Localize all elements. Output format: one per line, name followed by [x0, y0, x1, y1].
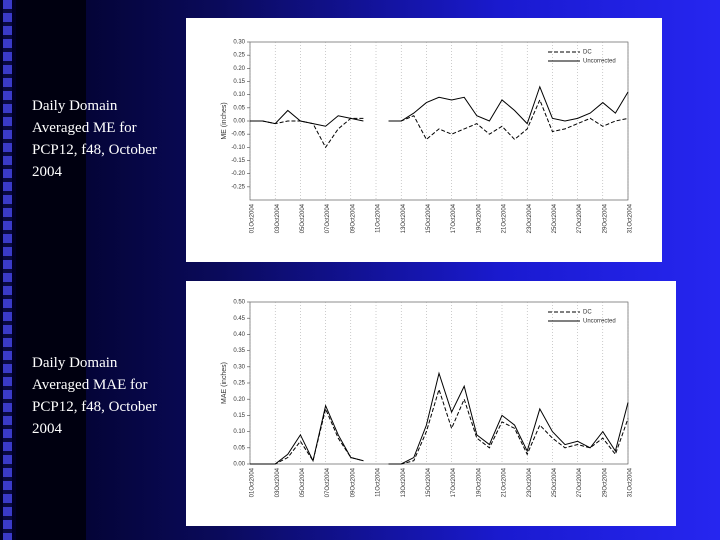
- y-tick-label: 0.20: [233, 66, 245, 72]
- y-tick-label: 0.20: [233, 397, 245, 403]
- y-tick-label: -0.25: [231, 184, 245, 190]
- x-tick-label: 13Oct2004: [401, 467, 407, 497]
- x-tick-label: 01Oct2004: [250, 203, 256, 233]
- x-tick-label: 31Oct2004: [628, 467, 634, 497]
- x-tick-label: 09Oct2004: [350, 467, 356, 497]
- x-tick-label: 07Oct2004: [325, 203, 331, 233]
- y-tick-label: 0.00: [233, 119, 245, 125]
- y-tick-label: 0.30: [233, 364, 245, 370]
- x-tick-label: 29Oct2004: [602, 203, 608, 233]
- y-tick-label: 0.50: [233, 300, 245, 306]
- y-tick-label: 0.10: [233, 429, 245, 435]
- legend-label: Uncorrected: [583, 319, 616, 325]
- legend-label: DC: [583, 310, 592, 316]
- y-axis-label: MAE (inches): [221, 362, 228, 404]
- legend-label: Uncorrected: [583, 59, 616, 65]
- x-tick-label: 05Oct2004: [300, 467, 306, 497]
- x-tick-label: 25Oct2004: [552, 203, 558, 233]
- y-axis-label: ME (inches): [221, 102, 228, 139]
- y-tick-label: 0.00: [233, 462, 245, 468]
- x-tick-label: 23Oct2004: [527, 203, 533, 233]
- y-tick-label: 0.25: [233, 53, 245, 59]
- x-tick-label: 09Oct2004: [350, 203, 356, 233]
- decor-strip: [0, 0, 16, 540]
- x-tick-label: 21Oct2004: [502, 203, 508, 233]
- x-tick-label: 03Oct2004: [275, 467, 281, 497]
- y-tick-label: 0.40: [233, 332, 245, 338]
- y-tick-label: -0.05: [231, 132, 245, 138]
- y-tick-label: 0.45: [233, 316, 245, 322]
- y-tick-label: -0.20: [231, 171, 245, 177]
- x-tick-label: 29Oct2004: [602, 467, 608, 497]
- x-tick-label: 03Oct2004: [275, 203, 281, 233]
- x-tick-label: 31Oct2004: [628, 203, 634, 233]
- legend-label: DC: [583, 50, 592, 56]
- y-tick-label: -0.15: [231, 158, 245, 164]
- x-tick-label: 15Oct2004: [426, 467, 432, 497]
- x-tick-label: 23Oct2004: [527, 467, 533, 497]
- x-tick-label: 17Oct2004: [451, 203, 457, 233]
- x-tick-label: 01Oct2004: [250, 467, 256, 497]
- x-tick-label: 15Oct2004: [426, 203, 432, 233]
- x-tick-label: 13Oct2004: [401, 203, 407, 233]
- y-tick-label: 0.30: [233, 40, 245, 46]
- x-tick-label: 27Oct2004: [577, 467, 583, 497]
- chart-panel: [186, 281, 676, 526]
- series-line: [250, 85, 629, 127]
- chart-panel: [186, 18, 662, 262]
- y-tick-label: 0.15: [233, 79, 245, 85]
- x-tick-label: 21Oct2004: [502, 467, 508, 497]
- y-tick-label: 0.05: [233, 105, 245, 111]
- chart-caption: Daily Domain Averaged MAE for PCP12, f48…: [32, 355, 157, 437]
- x-tick-label: 27Oct2004: [577, 203, 583, 233]
- decor-band: [16, 0, 86, 540]
- x-tick-label: 07Oct2004: [325, 467, 331, 497]
- x-tick-label: 19Oct2004: [476, 467, 482, 497]
- series-line: [250, 371, 629, 465]
- x-tick-label: 11Oct2004: [376, 467, 382, 497]
- y-tick-label: 0.10: [233, 92, 245, 98]
- chart-caption: Daily Domain Averaged ME for PCP12, f48,…: [32, 98, 157, 180]
- x-tick-label: 25Oct2004: [552, 467, 558, 497]
- x-tick-label: 17Oct2004: [451, 467, 457, 497]
- y-tick-label: 0.35: [233, 348, 245, 354]
- y-tick-label: 0.05: [233, 445, 245, 451]
- x-tick-label: 19Oct2004: [476, 203, 482, 233]
- y-tick-label: 0.15: [233, 413, 245, 419]
- y-tick-label: -0.10: [231, 145, 245, 151]
- x-tick-label: 11Oct2004: [376, 203, 382, 233]
- x-tick-label: 05Oct2004: [300, 203, 306, 233]
- y-tick-label: 0.25: [233, 381, 245, 387]
